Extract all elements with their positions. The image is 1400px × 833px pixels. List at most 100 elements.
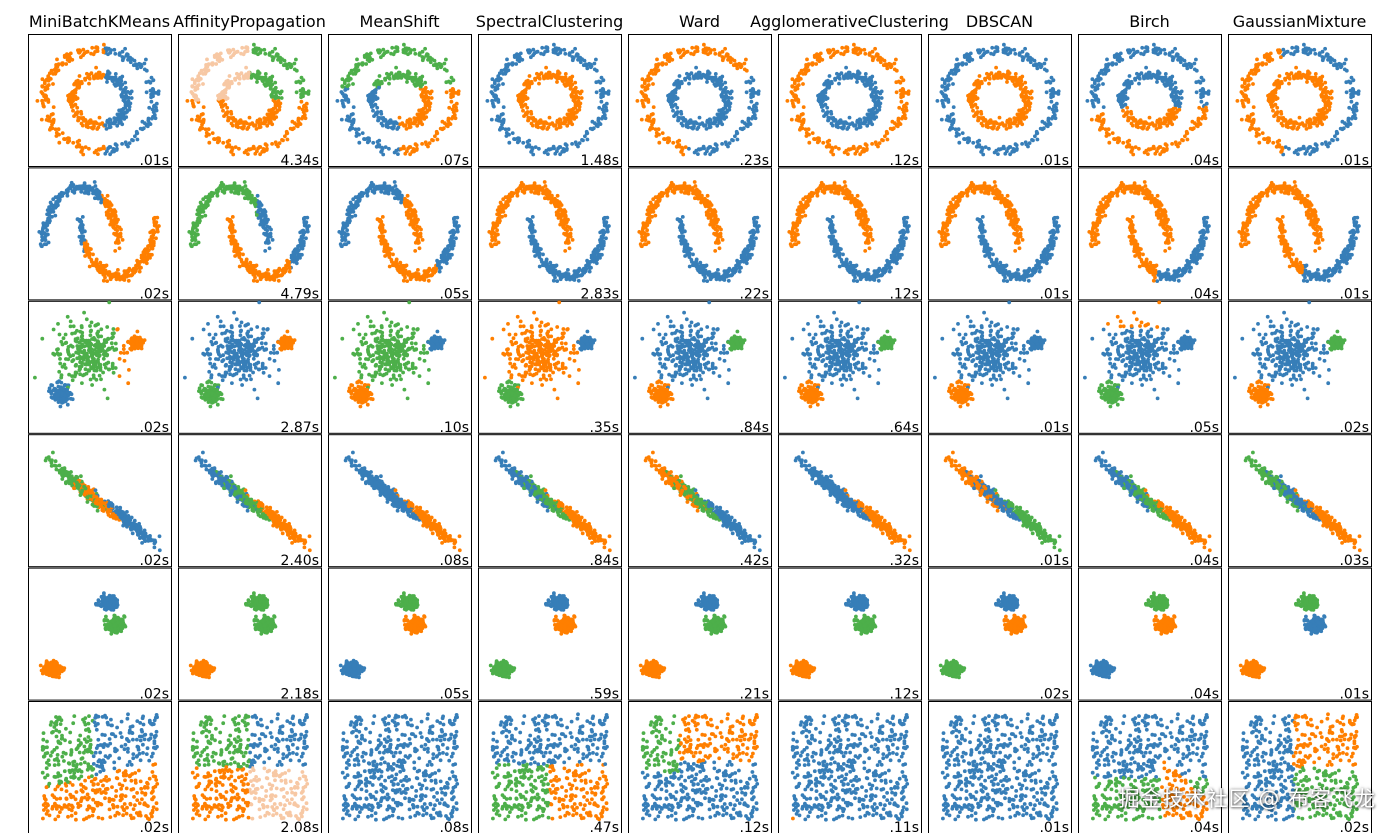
- data-point: [108, 51, 112, 55]
- data-point: [856, 74, 860, 78]
- data-point: [496, 115, 500, 119]
- data-point: [709, 125, 713, 129]
- data-point: [439, 127, 443, 131]
- data-point: [273, 47, 277, 51]
- data-point: [207, 133, 211, 137]
- data-point: [380, 80, 384, 84]
- data-point: [128, 141, 132, 145]
- data-point: [510, 61, 514, 65]
- data-point: [361, 131, 365, 135]
- data-point: [852, 43, 856, 47]
- data-point: [855, 80, 859, 84]
- data-point: [105, 127, 109, 131]
- data-point: [40, 84, 44, 88]
- data-point: [545, 46, 549, 50]
- data-point: [797, 79, 801, 83]
- data-point: [655, 58, 659, 62]
- data-point: [67, 97, 71, 101]
- data-point: [234, 118, 238, 122]
- data-point: [790, 84, 794, 88]
- data-point: [222, 83, 226, 87]
- data-point: [522, 83, 526, 87]
- data-point: [878, 141, 882, 145]
- data-point: [136, 138, 140, 142]
- data-point: [705, 127, 709, 131]
- data-point: [518, 93, 522, 97]
- data-point: [596, 122, 600, 126]
- data-point: [718, 76, 722, 80]
- data-point: [683, 77, 687, 81]
- data-point: [871, 58, 875, 62]
- data-point: [299, 95, 303, 99]
- data-point: [671, 141, 675, 145]
- data-point: [907, 92, 911, 96]
- data-point: [648, 128, 652, 132]
- data-point: [729, 57, 733, 61]
- data-point: [570, 109, 574, 113]
- data-point: [77, 86, 81, 90]
- data-point: [227, 139, 231, 143]
- data-point: [304, 109, 308, 113]
- data-point: [237, 82, 241, 86]
- data-point: [71, 109, 75, 113]
- data-point: [702, 145, 706, 149]
- column-title: Ward: [679, 12, 720, 31]
- data-point: [715, 116, 719, 120]
- data-point: [578, 92, 582, 96]
- data-point: [196, 98, 200, 102]
- data-point: [562, 122, 566, 126]
- data-point: [790, 118, 794, 122]
- data-point: [222, 114, 226, 118]
- data-point: [847, 126, 851, 130]
- data-point: [595, 69, 599, 73]
- data-point: [727, 108, 731, 112]
- data-point: [705, 80, 709, 84]
- data-point: [720, 142, 724, 146]
- data-point: [894, 58, 898, 62]
- data-point: [583, 59, 587, 63]
- data-point: [800, 69, 804, 73]
- data-point: [76, 96, 80, 100]
- data-point: [724, 96, 728, 100]
- data-point: [825, 145, 829, 149]
- data-point: [379, 55, 383, 59]
- data-point: [118, 51, 122, 55]
- data-point: [103, 152, 107, 156]
- data-point: [124, 101, 128, 105]
- data-point: [271, 58, 275, 62]
- data-point: [365, 55, 369, 59]
- data-point: [527, 86, 531, 90]
- data-point: [265, 124, 269, 128]
- data-point: [220, 103, 224, 107]
- data-point: [670, 103, 674, 107]
- data-point: [575, 52, 579, 56]
- data-point: [601, 90, 605, 94]
- data-point: [672, 83, 676, 87]
- data-point: [490, 84, 494, 88]
- data-point: [51, 82, 55, 86]
- data-point: [113, 52, 117, 56]
- data-point: [593, 62, 597, 66]
- data-point: [870, 109, 874, 113]
- data-point: [677, 139, 681, 143]
- data-point: [646, 98, 650, 102]
- data-point: [677, 86, 681, 90]
- data-point: [802, 119, 806, 123]
- data-point: [270, 142, 274, 146]
- column-title: DBSCAN: [966, 12, 1033, 31]
- data-point: [708, 51, 712, 55]
- data-point: [211, 131, 215, 135]
- data-point: [186, 99, 190, 103]
- data-point: [133, 134, 137, 138]
- data-point: [795, 118, 799, 122]
- data-point: [793, 81, 797, 85]
- data-point: [43, 81, 47, 85]
- data-point: [139, 127, 143, 131]
- data-point: [78, 74, 82, 78]
- data-point: [702, 43, 706, 47]
- data-point: [196, 74, 200, 78]
- data-point: [387, 147, 391, 151]
- data-point: [74, 80, 78, 84]
- data-point: [457, 92, 461, 96]
- data-point: [874, 96, 878, 100]
